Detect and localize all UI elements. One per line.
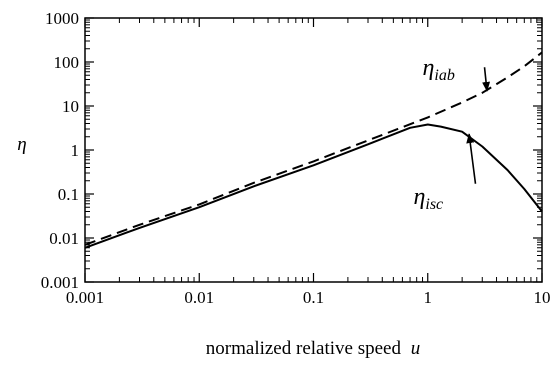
annotation-label-base: η — [423, 55, 435, 81]
annotation-arrow-iab — [482, 67, 491, 92]
series-layer — [84, 51, 543, 249]
ticks-layer — [84, 17, 543, 283]
annotation-label-isc: ηisc — [413, 184, 443, 213]
x-axis-title-symbol: u — [411, 338, 421, 359]
y-tick-label: 0.1 — [58, 185, 79, 204]
y-tick-label: 1000 — [45, 9, 79, 28]
x-tick-label: 10 — [534, 288, 551, 307]
annotation-label-base: η — [413, 184, 425, 210]
x-tick-label: 1 — [424, 288, 433, 307]
y-tick-label: 0.01 — [49, 229, 79, 248]
series-line-iab — [84, 51, 543, 246]
series-line-isc — [84, 123, 543, 249]
x-tick-label: 0.01 — [184, 288, 214, 307]
tick-labels-layer: 0.001 0.01 0.1 1 10 0.001 0.01 0.1 1 10 100 1000 — [41, 9, 551, 307]
x-axis-title: normalized relative speed u — [206, 338, 420, 359]
y-tick-label: 1 — [71, 141, 80, 160]
y-axis-title: η — [17, 134, 26, 155]
y-tick-label: 0.001 — [41, 273, 79, 292]
annotation-arrow-isc — [466, 133, 477, 184]
annotation-label-subscript: isc — [425, 196, 443, 213]
plot-frame — [84, 17, 543, 283]
y-tick-label: 100 — [54, 53, 80, 72]
x-tick-label: 0.001 — [66, 288, 104, 307]
annotation-label-iab: ηiab — [423, 55, 455, 84]
annotation-label-subscript: iab — [434, 67, 454, 84]
x-tick-label: 0.1 — [303, 288, 324, 307]
x-axis-title-text: normalized relative speed — [206, 338, 402, 359]
y-tick-label: 10 — [62, 97, 79, 116]
